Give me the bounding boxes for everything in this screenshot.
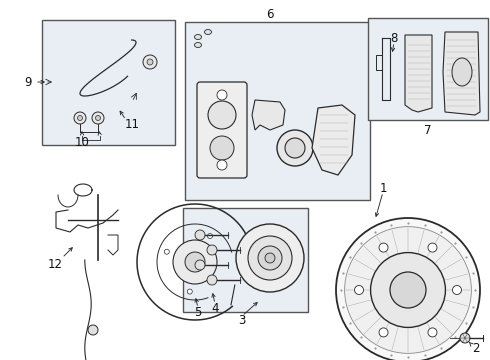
FancyBboxPatch shape (197, 82, 247, 178)
Polygon shape (405, 35, 432, 112)
Circle shape (428, 328, 437, 337)
Circle shape (187, 289, 192, 294)
Text: 9: 9 (24, 76, 32, 89)
Polygon shape (252, 100, 285, 130)
Bar (42, 20, 175, 145)
Text: 11: 11 (124, 117, 140, 130)
Circle shape (285, 138, 305, 158)
Bar (183, 208, 308, 312)
Polygon shape (312, 105, 355, 175)
Circle shape (428, 243, 437, 252)
Text: 4: 4 (211, 302, 219, 315)
Ellipse shape (204, 30, 212, 35)
Circle shape (208, 101, 236, 129)
Text: 10: 10 (74, 135, 90, 148)
Text: 7: 7 (424, 123, 432, 136)
Circle shape (74, 112, 86, 124)
Bar (185, 22, 370, 200)
Ellipse shape (452, 58, 472, 86)
Circle shape (207, 275, 217, 285)
Text: 3: 3 (238, 314, 245, 327)
Text: 6: 6 (266, 8, 274, 21)
Circle shape (379, 328, 388, 337)
Polygon shape (443, 32, 480, 115)
Circle shape (344, 227, 471, 354)
Text: 2: 2 (472, 342, 480, 355)
Circle shape (236, 224, 304, 292)
Circle shape (258, 246, 282, 270)
Bar (368, 18, 488, 120)
Circle shape (96, 116, 100, 121)
Ellipse shape (195, 35, 201, 40)
Circle shape (277, 130, 313, 166)
Circle shape (460, 333, 470, 343)
Circle shape (173, 240, 217, 284)
Circle shape (370, 253, 445, 328)
Ellipse shape (195, 42, 201, 48)
Circle shape (164, 249, 170, 254)
Circle shape (379, 243, 388, 252)
Circle shape (195, 230, 205, 240)
Circle shape (355, 285, 364, 294)
Circle shape (248, 236, 292, 280)
Text: 1: 1 (379, 181, 387, 194)
Circle shape (265, 253, 275, 263)
Circle shape (147, 59, 153, 65)
Circle shape (210, 136, 234, 160)
Circle shape (185, 252, 205, 272)
Circle shape (207, 234, 213, 239)
Circle shape (77, 116, 82, 121)
Circle shape (217, 90, 227, 100)
Text: 5: 5 (195, 306, 202, 319)
Circle shape (217, 160, 227, 170)
Circle shape (143, 55, 157, 69)
Circle shape (88, 325, 98, 335)
Circle shape (336, 218, 480, 360)
Circle shape (390, 272, 426, 308)
Text: 12: 12 (48, 258, 63, 271)
Text: 8: 8 (391, 31, 398, 45)
Circle shape (92, 112, 104, 124)
Circle shape (452, 285, 462, 294)
Circle shape (207, 245, 217, 255)
Circle shape (195, 260, 205, 270)
